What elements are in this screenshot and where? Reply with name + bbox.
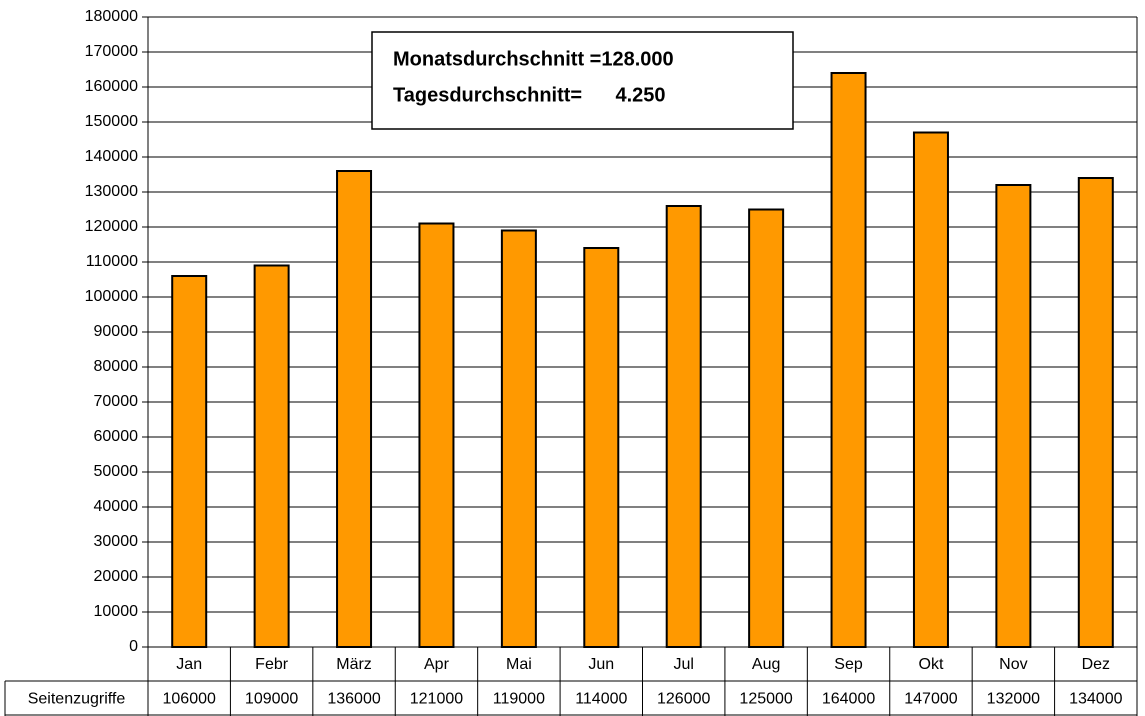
y-tick-label: 120000: [85, 218, 138, 235]
y-tick-label: 20000: [94, 568, 139, 585]
y-tick-label: 180000: [85, 8, 138, 25]
y-tick-label: 30000: [94, 533, 139, 550]
y-tick-label: 40000: [94, 498, 139, 515]
bar: [665, 205, 702, 648]
y-tick-label: 70000: [94, 393, 139, 410]
bar: [171, 275, 208, 648]
y-tick-label: 60000: [94, 428, 139, 445]
x-tick-label: Sep: [834, 656, 863, 673]
table-value: 106000: [163, 691, 216, 708]
annotation-box: [371, 31, 794, 130]
table-value: 132000: [987, 691, 1040, 708]
x-tick-label: Okt: [919, 656, 944, 673]
table-value: 119000: [493, 691, 545, 708]
bar: [912, 131, 949, 648]
table-value: 109000: [245, 691, 298, 708]
annotation: Tagesdurchschnitt= 4.250: [393, 84, 666, 106]
bar: [336, 170, 373, 648]
y-tick-label: 50000: [94, 463, 139, 480]
bar: [1077, 177, 1114, 648]
y-tick-label: 100000: [85, 288, 138, 305]
bar: [418, 222, 455, 648]
y-tick-label: 140000: [85, 148, 138, 165]
y-tick-label: 150000: [85, 113, 138, 130]
table-value: 126000: [657, 691, 710, 708]
y-tick-label: 110000: [86, 253, 138, 270]
x-tick-label: Apr: [424, 656, 450, 673]
x-tick-label: Dez: [1082, 656, 1110, 673]
bar: [253, 264, 290, 648]
bar: [830, 72, 867, 648]
table-value: 134000: [1069, 691, 1122, 708]
bar: [583, 247, 620, 648]
x-tick-label: Jan: [176, 656, 202, 673]
table-value: 136000: [327, 691, 380, 708]
x-tick-label: Jun: [588, 656, 614, 673]
y-tick-label: 0: [129, 638, 138, 655]
x-tick-label: Nov: [999, 656, 1027, 673]
table-value: 121000: [410, 691, 463, 708]
y-tick-label: 80000: [94, 358, 139, 375]
table-value: 125000: [739, 691, 792, 708]
legend-label: Seitenzugriffe: [28, 691, 126, 708]
table-value: 164000: [822, 691, 875, 708]
x-tick-label: Jul: [673, 656, 693, 673]
annotation: Monatsdurchschnitt =128.000: [393, 48, 674, 70]
y-tick-label: 90000: [94, 323, 139, 340]
bar: [995, 184, 1032, 648]
x-tick-label: März: [336, 656, 372, 673]
table-value: 147000: [904, 691, 957, 708]
bar: [748, 208, 785, 648]
x-tick-label: Aug: [752, 656, 780, 673]
x-tick-label: Mai: [506, 656, 532, 673]
table-value: 114000: [575, 691, 627, 708]
y-tick-label: 160000: [85, 78, 138, 95]
bar: [500, 229, 537, 648]
y-tick-label: 170000: [85, 43, 138, 60]
y-tick-label: 130000: [85, 183, 138, 200]
x-tick-label: Febr: [255, 656, 289, 673]
y-tick-label: 10000: [94, 603, 139, 620]
